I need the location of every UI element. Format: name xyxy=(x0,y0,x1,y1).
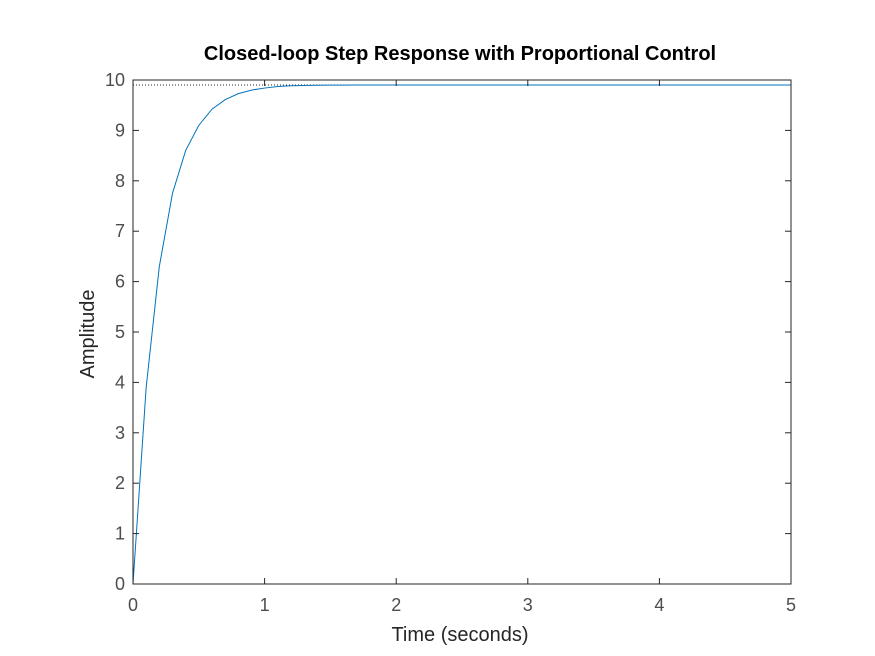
plot-area xyxy=(133,80,791,584)
x-tick-label: 3 xyxy=(523,595,533,615)
y-tick-label: 8 xyxy=(115,171,125,191)
x-tick-label: 4 xyxy=(654,595,664,615)
y-tick-label: 0 xyxy=(115,574,125,594)
ticks-layer: 0 1 2 3 4 5 0 1 2 3 4 5 6 7 8 9 10 xyxy=(105,70,796,615)
series-layer xyxy=(132,84,791,585)
y-tick-label: 6 xyxy=(115,272,125,292)
y-tick-label: 1 xyxy=(115,524,125,544)
step-response-line xyxy=(132,84,791,585)
x-tick-label: 1 xyxy=(260,595,270,615)
y-tick-label: 5 xyxy=(115,322,125,342)
y-tick-label: 2 xyxy=(115,473,125,493)
y-tick-label: 10 xyxy=(105,70,125,90)
x-tick-label: 2 xyxy=(391,595,401,615)
y-axis-label: Amplitude xyxy=(77,290,99,379)
x-tick-label: 0 xyxy=(128,595,138,615)
y-tick-label: 4 xyxy=(115,372,125,392)
y-tick-label: 9 xyxy=(115,120,125,140)
y-tick-label: 3 xyxy=(115,423,125,443)
chart-title: Closed-loop Step Response with Proportio… xyxy=(204,43,716,65)
y-tick-label: 7 xyxy=(115,221,125,241)
x-axis-label: Time (seconds) xyxy=(391,624,528,646)
x-tick-label: 5 xyxy=(786,595,796,615)
